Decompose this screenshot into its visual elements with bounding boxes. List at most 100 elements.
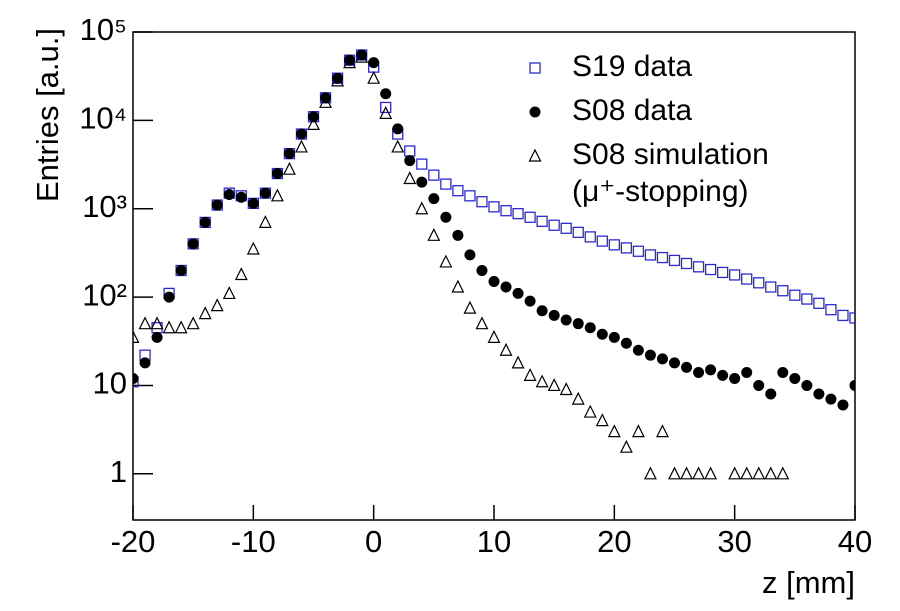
circle-marker [271,168,283,180]
circle-marker [500,281,512,293]
square-marker [620,242,633,254]
x-tick-label: 30 [717,524,751,559]
circle-marker [717,369,729,381]
circle-marker [596,328,608,340]
circle-marker [139,357,151,369]
circle-marker [380,88,392,100]
square-marker [596,235,608,247]
circle-marker [452,229,464,241]
circle-marker [199,216,211,228]
square-marker [849,312,855,324]
triangle-marker [150,316,164,330]
triangle-marker [379,106,393,119]
circle-marker [560,314,572,326]
x-tick-label: 10 [477,524,511,559]
circle-marker [295,128,307,140]
square-marker [608,239,620,251]
triangle-marker [270,188,284,202]
square-marker [801,293,813,305]
circle-marker [223,188,235,200]
circle-marker [368,57,380,69]
square-marker [825,304,837,316]
circle-marker [632,344,644,356]
circle-marker [777,367,789,379]
square-marker [668,254,681,267]
circle-marker [729,372,741,384]
square-marker [572,226,584,239]
triangle-marker [415,201,429,215]
y-tick-label: 10⁵ [80,12,127,47]
triangle-marker [595,413,609,427]
triangle-marker [439,254,453,268]
triangle-marker [463,300,477,314]
circle-marker [404,155,416,167]
circle-marker [656,353,668,365]
legend-label: S19 data [572,50,692,83]
square-marker [789,289,801,301]
circle-marker [151,331,163,343]
square-marker [524,211,536,223]
circle-marker [548,309,560,321]
circle-marker [416,176,428,188]
circle-marker [644,349,656,361]
triangle-marker [331,73,345,87]
legend-line: (μ⁺-stopping) [572,175,749,208]
legend-label: S08 simulation (μ⁺-stopping) [572,138,769,208]
circle-marker [133,372,139,384]
circle-marker [765,388,777,400]
y-tick-label: 10² [82,277,127,312]
square-marker [753,277,765,289]
triangle-marker [764,466,778,480]
triangle-marker [198,306,212,320]
circle-marker [849,379,855,391]
circle-marker [392,123,404,135]
legend-line: S08 simulation [572,138,769,171]
circle-marker [837,399,849,411]
triangle-marker [668,466,681,480]
square-marker [632,245,645,257]
square-marker [416,158,428,170]
triangle-marker [752,466,766,480]
triangle-marker [451,279,465,293]
legend-label: S08 data [572,94,692,127]
circle-marker [789,372,801,384]
plot-area [133,49,855,480]
circle-marker [440,211,452,223]
triangle-marker [258,215,272,229]
x-tick-label: 20 [597,524,631,559]
x-tick-label: -20 [111,524,156,559]
circle-marker [669,357,680,369]
triangle-marker [655,424,669,438]
legend-marker [529,106,541,118]
triangle-marker [680,466,694,480]
square-marker [133,376,139,388]
square-marker [729,269,741,281]
circle-marker [308,111,319,123]
square-marker [656,251,669,264]
square-marker [692,261,705,273]
square-marker [404,145,416,157]
square-marker [584,231,596,243]
square-marker [837,309,849,322]
triangle-marker [728,466,742,480]
circle-marker [584,322,596,334]
circle-marker [693,367,705,379]
x-tick-label: -10 [231,524,276,559]
x-tick-label: 0 [365,524,382,559]
triangle-marker [162,320,176,334]
square-marker [380,101,392,114]
triangle-marker [499,342,513,356]
square-marker [536,215,548,227]
triangle-marker [210,298,224,312]
triangle-marker [343,55,357,69]
square-marker [765,281,777,293]
triangle-marker [294,139,308,153]
square-marker [716,266,729,279]
square-marker [452,185,464,197]
triangle-marker [222,286,236,300]
triangle-marker [523,368,537,381]
triangle-marker [511,355,525,369]
plot-frame [132,31,856,521]
triangle-marker [535,374,549,388]
